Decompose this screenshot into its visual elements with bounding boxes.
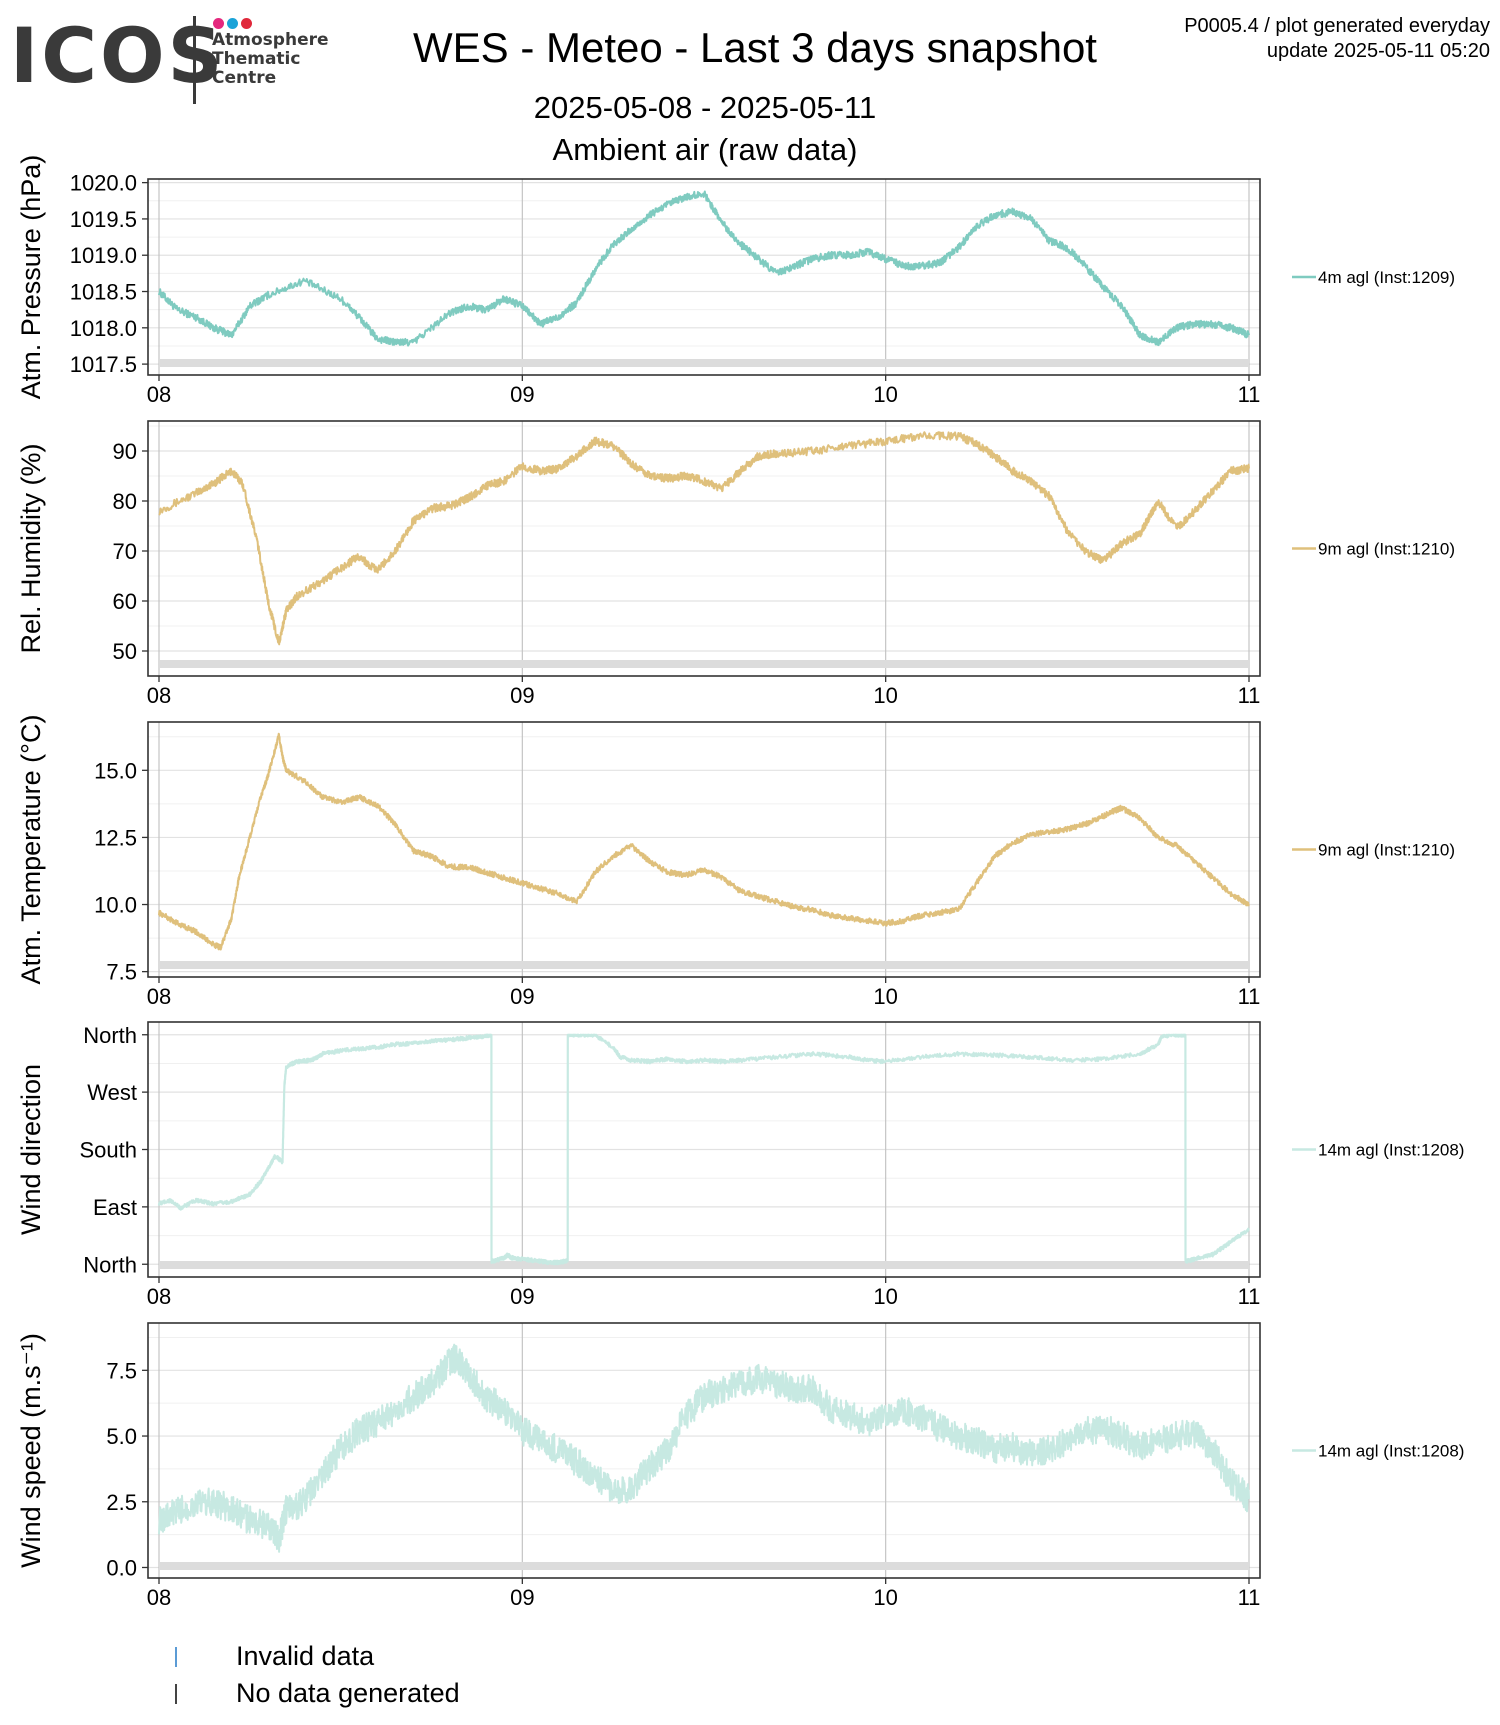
logo-divider bbox=[193, 16, 196, 104]
y-tick-label: 1018.5 bbox=[70, 280, 137, 305]
y-axis-title: Wind direction bbox=[16, 1064, 46, 1235]
logo-sub-line-2: Thematic bbox=[212, 49, 301, 69]
y-tick-label: 80 bbox=[113, 489, 137, 514]
x-tick-label: 11 bbox=[1238, 382, 1261, 407]
logo-dot-pink bbox=[213, 18, 224, 29]
legend-label: 9m agl (Inst:1210) bbox=[1318, 841, 1455, 860]
x-tick-label: 09 bbox=[510, 382, 534, 407]
x-tick-label: 08 bbox=[147, 683, 171, 708]
y-tick-label: West bbox=[87, 1080, 137, 1105]
invalid-data-marker-icon bbox=[170, 1644, 184, 1670]
x-tick-label: 11 bbox=[1238, 1585, 1261, 1610]
page-title: WES - Meteo - Last 3 days snapshot bbox=[413, 24, 1097, 71]
panel-4: 14m agl (Inst:1208) North East South West Nor… bbox=[16, 1021, 1464, 1309]
y-tick-label: 1019.0 bbox=[70, 243, 137, 268]
x-tick-label: 10 bbox=[873, 984, 897, 1009]
date-range: 2025-05-08 - 2025-05-11 bbox=[533, 90, 877, 125]
no-data-band bbox=[159, 660, 1249, 668]
y-tick-label: 0.0 bbox=[106, 1555, 137, 1580]
legend-label: 9m agl (Inst:1210) bbox=[1318, 540, 1455, 559]
legend-invalid-label: Invalid data bbox=[236, 1641, 375, 1671]
series-line-1 bbox=[158, 431, 1250, 646]
y-tick-label: 1018.0 bbox=[70, 316, 137, 341]
series-line-1 bbox=[158, 732, 1250, 951]
logo-subtitle: Atmosphere Thematic Centre bbox=[212, 31, 329, 88]
x-tick-label: 10 bbox=[873, 1284, 897, 1309]
x-tick-label: 09 bbox=[510, 1585, 534, 1610]
y-axis-title: Atm. Temperature (°C) bbox=[16, 715, 46, 985]
chart-subtitle: Ambient air (raw data) bbox=[552, 132, 858, 167]
logo-dot-blue bbox=[227, 18, 238, 29]
logo-sub-line-1: Atmosphere bbox=[212, 30, 329, 50]
y-tick-label: 7.5 bbox=[106, 960, 137, 985]
series-line-1 bbox=[157, 1033, 1250, 1266]
y-tick-label: 5.0 bbox=[106, 1424, 137, 1449]
no-data-marker-icon bbox=[170, 1681, 184, 1707]
legend-invalid-data: Invalid data bbox=[170, 1638, 460, 1675]
y-axis-title: Rel. Humidity (%) bbox=[16, 443, 46, 653]
x-tick-label: 11 bbox=[1238, 683, 1261, 708]
x-tick-label: 09 bbox=[510, 984, 534, 1009]
x-tick-label: 09 bbox=[510, 683, 534, 708]
icos-logo: ICOS bbox=[10, 11, 226, 100]
legend-label: 14m agl (Inst:1208) bbox=[1318, 1141, 1464, 1160]
x-tick-label: 10 bbox=[873, 1585, 897, 1610]
logo-dot-red bbox=[241, 18, 252, 29]
panel-frame bbox=[147, 178, 1261, 376]
x-tick-label: 08 bbox=[147, 984, 171, 1009]
panel-5: 14m agl (Inst:1208) 0.0 2.5 5.0 7.5 08 09 10 11 W… bbox=[16, 1322, 1464, 1610]
legend-no-data: No data generated bbox=[170, 1675, 460, 1712]
y-tick-label: 10.0 bbox=[94, 893, 137, 918]
y-tick-label: 70 bbox=[113, 539, 137, 564]
header: ICOS Atmosphere Thematic Centre WES - Me… bbox=[0, 0, 1500, 170]
x-tick-label: 11 bbox=[1238, 1284, 1261, 1309]
series-line-1 bbox=[158, 190, 1250, 347]
y-tick-label: 1017.5 bbox=[70, 352, 137, 377]
panel-frame bbox=[147, 1322, 1261, 1579]
y-tick-label: North bbox=[83, 1023, 137, 1048]
y-tick-label: 1020.0 bbox=[70, 171, 137, 196]
series-line-1 bbox=[158, 1343, 1250, 1553]
no-data-band bbox=[159, 1562, 1249, 1570]
meta-update: update 2025-05-11 05:20 bbox=[1266, 40, 1490, 62]
y-tick-label: South bbox=[80, 1138, 138, 1163]
plot-metadata: P0005.4 / plot generated everyday update… bbox=[1184, 14, 1490, 64]
x-tick-label: 08 bbox=[147, 1284, 171, 1309]
panel-2: 9m agl (Inst:1210) 50 60 70 80 90 08 09 10 11 Rel.… bbox=[16, 420, 1455, 708]
panel-frame bbox=[147, 420, 1261, 677]
legend-no-data-label: No data generated bbox=[236, 1678, 460, 1708]
y-tick-label: 90 bbox=[113, 439, 137, 464]
footer-legend: Invalid data No data generated bbox=[170, 1638, 460, 1712]
y-tick-label: North bbox=[83, 1252, 137, 1277]
y-tick-label: 50 bbox=[113, 639, 137, 664]
x-tick-label: 09 bbox=[510, 1284, 534, 1309]
y-tick-label: East bbox=[93, 1195, 137, 1220]
x-tick-label: 10 bbox=[873, 382, 897, 407]
y-tick-label: 12.5 bbox=[94, 825, 137, 850]
logo-dots-icon bbox=[213, 16, 255, 34]
no-data-band bbox=[159, 1261, 1249, 1269]
logo-sub-line-3: Centre bbox=[212, 68, 277, 88]
y-tick-label: 60 bbox=[113, 589, 137, 614]
panel-1: 4m agl (Inst:1209) 1017.5 1018.0 1018.5 1019… bbox=[16, 155, 1455, 407]
x-tick-label: 10 bbox=[873, 683, 897, 708]
panel-frame bbox=[147, 721, 1261, 978]
legend-label: 4m agl (Inst:1209) bbox=[1318, 268, 1455, 287]
x-tick-label: 11 bbox=[1238, 984, 1261, 1009]
y-axis-title: Wind speed (m.s⁻¹) bbox=[16, 1333, 46, 1568]
y-tick-label: 15.0 bbox=[94, 758, 137, 783]
y-tick-label: 7.5 bbox=[106, 1358, 137, 1383]
y-tick-label: 2.5 bbox=[106, 1490, 137, 1515]
y-tick-label: 1019.5 bbox=[70, 207, 137, 232]
x-tick-label: 08 bbox=[147, 1585, 171, 1610]
meteo-charts: 4m agl (Inst:1209) 1017.5 1018.0 1018.5 1019… bbox=[16, 155, 1464, 1610]
y-axis-title: Atm. Pressure (hPa) bbox=[16, 155, 46, 400]
x-tick-label: 08 bbox=[147, 382, 171, 407]
panel-3: 9m agl (Inst:1210) 7.5 10.0 12.5 15.0 08 09 10 1… bbox=[16, 715, 1455, 1009]
no-data-band bbox=[159, 961, 1249, 969]
no-data-band bbox=[159, 359, 1249, 367]
legend-label: 14m agl (Inst:1208) bbox=[1318, 1442, 1464, 1461]
meta-generated: P0005.4 / plot generated everyday bbox=[1184, 15, 1490, 37]
